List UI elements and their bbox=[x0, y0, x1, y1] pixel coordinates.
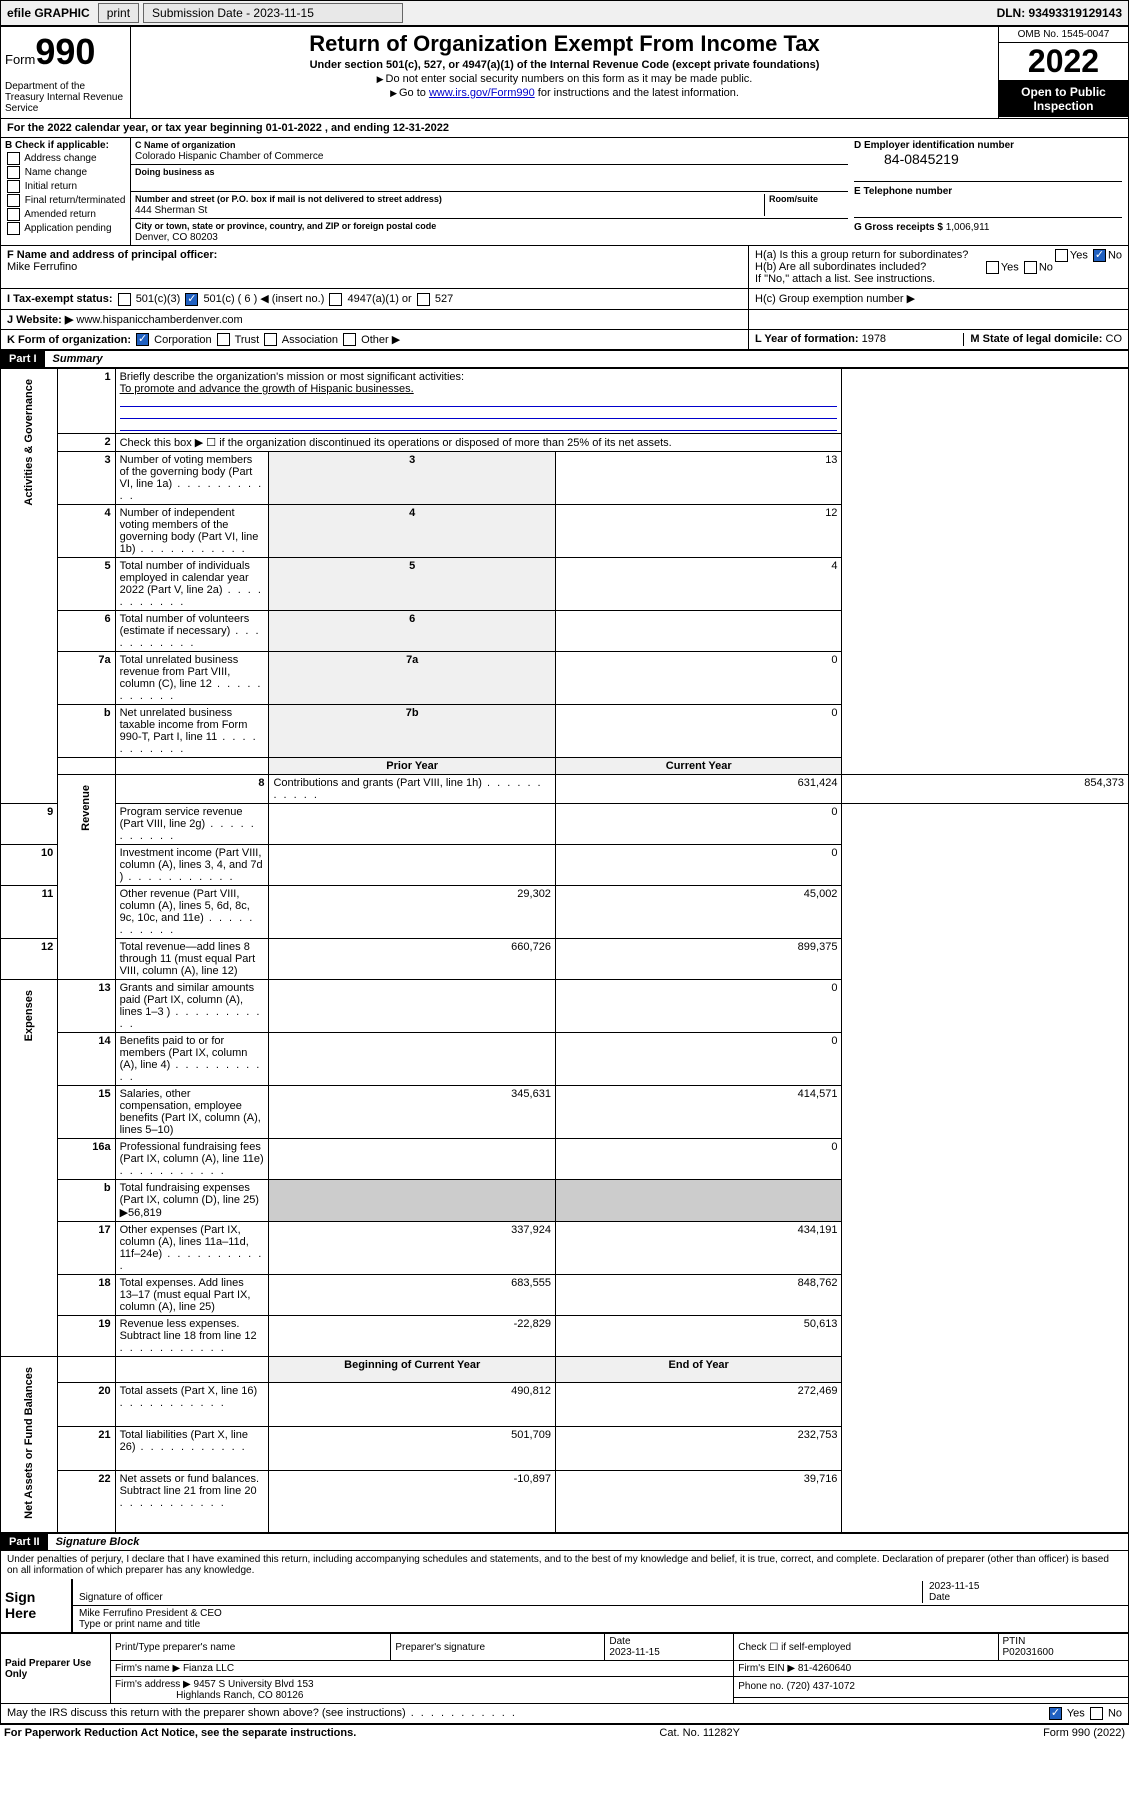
org-name: Colorado Hispanic Chamber of Commerce bbox=[135, 151, 323, 162]
section-h: H(a) Is this a group return for subordin… bbox=[748, 246, 1128, 288]
goto-post: for instructions and the latest informat… bbox=[535, 87, 739, 99]
officer-label: F Name and address of principal officer: bbox=[7, 249, 217, 261]
ein-label: D Employer identification number bbox=[854, 140, 1014, 151]
section-k: K Form of organization: Corporation Trus… bbox=[1, 330, 748, 350]
chk-address-change[interactable]: Address change bbox=[5, 152, 126, 165]
noss-line: Do not enter social security numbers on … bbox=[386, 73, 753, 85]
gross-label: G Gross receipts $ bbox=[854, 222, 943, 233]
omb-number: OMB No. 1545-0047 bbox=[999, 27, 1128, 43]
chk-initial-return[interactable]: Initial return bbox=[5, 180, 126, 193]
phone-label: E Telephone number bbox=[854, 186, 952, 197]
form-org-label: K Form of organization: bbox=[7, 334, 131, 346]
mission-text: To promote and advance the growth of His… bbox=[120, 383, 414, 395]
city-label: City or town, state or province, country… bbox=[135, 221, 436, 231]
tax-year: 2022 bbox=[999, 43, 1128, 81]
section-c: C Name of organizationColorado Hispanic … bbox=[131, 138, 848, 245]
ha-label: H(a) Is this a group return for subordin… bbox=[755, 249, 968, 261]
efile-label: efile GRAPHIC bbox=[1, 4, 96, 22]
part1-header: Part ISummary bbox=[0, 350, 1129, 368]
firm-name: Fianza LLC bbox=[183, 1663, 234, 1674]
year-formation-label: L Year of formation: bbox=[755, 333, 859, 345]
form-word: Form bbox=[5, 52, 35, 67]
sig-name: Mike Ferrufino President & CEO bbox=[79, 1608, 222, 1619]
pra-notice: For Paperwork Reduction Act Notice, see … bbox=[4, 1727, 356, 1739]
b-label: B Check if applicable: bbox=[5, 140, 126, 151]
chk-app-pending[interactable]: Application pending bbox=[5, 222, 126, 235]
room-label: Room/suite bbox=[769, 194, 818, 204]
subtitle: Under section 501(c), 527, or 4947(a)(1)… bbox=[139, 59, 990, 71]
chk-amended[interactable]: Amended return bbox=[5, 208, 126, 221]
dept-label: Department of the Treasury Internal Reve… bbox=[5, 81, 126, 114]
section-i: I Tax-exempt status: 501(c)(3) 501(c) ( … bbox=[1, 289, 748, 309]
firm-addr1: 9457 S University Blvd 153 bbox=[194, 1679, 314, 1690]
domicile-label: M State of legal domicile: bbox=[970, 333, 1102, 345]
city-state-zip: Denver, CO 80203 bbox=[135, 232, 218, 243]
tax-period: For the 2022 calendar year, or tax year … bbox=[0, 119, 1129, 138]
mission-label: Briefly describe the organization's miss… bbox=[120, 371, 464, 383]
side-net-assets: Net Assets or Fund Balances bbox=[23, 1359, 35, 1527]
section-f: F Name and address of principal officer:… bbox=[1, 246, 748, 288]
form-number: 990 bbox=[35, 31, 95, 72]
side-governance: Activities & Governance bbox=[23, 371, 35, 514]
website-value: www.hispanicchamberdenver.com bbox=[76, 314, 242, 326]
goto-pre: Go to bbox=[399, 87, 429, 99]
side-revenue: Revenue bbox=[80, 777, 92, 839]
entity-row: B Check if applicable: Address change Na… bbox=[0, 138, 1129, 246]
title-box: Return of Organization Exempt From Incom… bbox=[131, 27, 998, 118]
signature-block: Sign Here Signature of officer 2023-11-15… bbox=[0, 1579, 1129, 1633]
hb-label: H(b) Are all subordinates included? bbox=[755, 261, 926, 273]
street-address: 444 Sherman St bbox=[135, 205, 207, 216]
submission-date: Submission Date - 2023-11-15 bbox=[143, 3, 403, 23]
sig-officer-label: Signature of officer bbox=[79, 1592, 163, 1603]
summary-table: Activities & Governance 1 Briefly descri… bbox=[0, 368, 1129, 1533]
sig-date-value: 2023-11-15 bbox=[929, 1581, 979, 1592]
firm-ein: 81-4260640 bbox=[798, 1663, 851, 1674]
gross-receipts: 1,006,911 bbox=[946, 222, 990, 233]
discuss-row: May the IRS discuss this return with the… bbox=[0, 1704, 1129, 1724]
side-expenses: Expenses bbox=[23, 982, 35, 1049]
form-ref: Form 990 (2022) bbox=[1043, 1727, 1125, 1739]
year-box: OMB No. 1545-0047 2022 Open to Public In… bbox=[998, 27, 1128, 118]
section-d-e-g: D Employer identification number84-08452… bbox=[848, 138, 1128, 245]
irs-link[interactable]: www.irs.gov/Form990 bbox=[429, 87, 535, 99]
tax-status-label: I Tax-exempt status: bbox=[7, 293, 113, 305]
open-inspection: Open to Public Inspection bbox=[999, 81, 1128, 117]
paid-preparer-table: Paid Preparer Use Only Print/Type prepar… bbox=[0, 1633, 1129, 1704]
officer-name: Mike Ferrufino bbox=[7, 261, 77, 273]
name-label: C Name of organization bbox=[135, 140, 236, 150]
main-title: Return of Organization Exempt From Incom… bbox=[139, 31, 990, 57]
chk-name-change[interactable]: Name change bbox=[5, 166, 126, 179]
section-b: B Check if applicable: Address change Na… bbox=[1, 138, 131, 245]
sign-here-label: Sign Here bbox=[1, 1579, 71, 1632]
top-toolbar: efile GRAPHIC print Submission Date - 20… bbox=[0, 0, 1129, 26]
cat-number: Cat. No. 11282Y bbox=[659, 1727, 740, 1739]
print-button[interactable]: print bbox=[98, 3, 139, 23]
firm-addr2: Highlands Ranch, CO 80126 bbox=[176, 1690, 303, 1701]
website-label: J Website: ▶ bbox=[7, 314, 73, 326]
section-hc: H(c) Group exemption number ▶ bbox=[748, 289, 1128, 309]
dba-label: Doing business as bbox=[135, 167, 215, 177]
hc-label: H(c) Group exemption number ▶ bbox=[755, 293, 915, 305]
domicile-value: CO bbox=[1106, 333, 1123, 345]
page-footer: For Paperwork Reduction Act Notice, see … bbox=[0, 1724, 1129, 1741]
discuss-question: May the IRS discuss this return with the… bbox=[7, 1707, 1047, 1720]
ein-value: 84-0845219 bbox=[854, 151, 1122, 167]
section-j: J Website: ▶ www.hispanicchamberdenver.c… bbox=[1, 310, 748, 329]
firm-phone: (720) 437-1072 bbox=[787, 1681, 855, 1692]
form-header: Form990 Department of the Treasury Inter… bbox=[0, 26, 1129, 119]
sig-date-label: Date bbox=[929, 1592, 950, 1603]
year-formation: 1978 bbox=[862, 333, 886, 345]
dln-label: DLN: 93493319129143 bbox=[991, 4, 1128, 22]
addr-label: Number and street (or P.O. box if mail i… bbox=[135, 194, 442, 204]
chk-final-return[interactable]: Final return/terminated bbox=[5, 194, 126, 207]
line2-discontinued: Check this box ▶ ☐ if the organization d… bbox=[115, 434, 842, 452]
sig-name-label: Type or print name and title bbox=[79, 1619, 200, 1630]
form-number-box: Form990 Department of the Treasury Inter… bbox=[1, 27, 131, 118]
perjury-declaration: Under penalties of perjury, I declare th… bbox=[0, 1551, 1129, 1579]
paid-preparer-label: Paid Preparer Use Only bbox=[1, 1634, 111, 1704]
hb2-label: If "No," attach a list. See instructions… bbox=[755, 273, 1122, 285]
part2-header: Part IISignature Block bbox=[0, 1533, 1129, 1551]
